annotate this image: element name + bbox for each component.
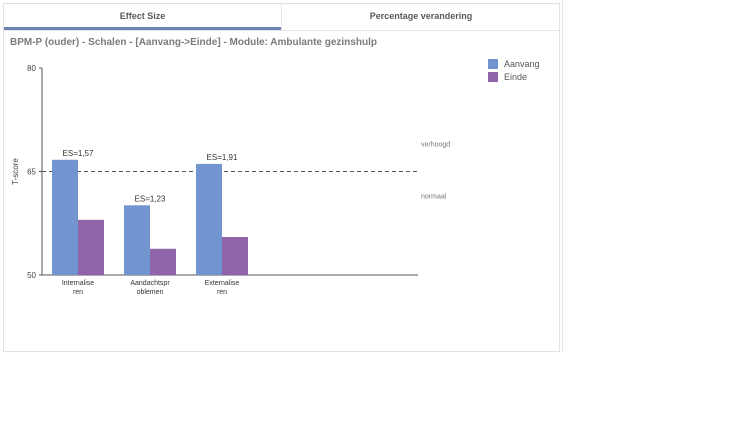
legend-swatch-einde [488,71,498,82]
x-tick-label: Externalise [205,280,240,287]
legend-label: Einde [504,71,528,82]
panel-divider [562,0,563,353]
effect-size-label: ES=1,23 [135,194,166,203]
reference-label-below: normaal [421,194,447,201]
legend-item-einde[interactable]: Einde [488,70,540,83]
bar-einde [78,219,104,275]
legend-swatch-aanvang [488,58,498,69]
bar-aanvang [196,163,222,275]
effect-size-label: ES=1,57 [63,149,94,158]
effect-size-label: ES=1,91 [207,153,238,162]
tab-effect-size[interactable]: Effect Size [4,4,281,30]
x-tick-label: ren [217,289,227,296]
y-axis-label: T-score [11,158,20,185]
x-tick-label: Aandachtspr [130,280,170,287]
chart-panel: Effect Size Percentage verandering BPM-P… [3,3,560,352]
y-tick-label: 50 [27,271,36,280]
x-tick-label: ren [73,289,83,296]
x-tick-label: Internalise [62,280,94,287]
bar-aanvang [52,159,78,275]
legend-item-aanvang[interactable]: Aanvang [488,57,540,70]
bar-aanvang [124,205,150,275]
x-tick-label: oblemen [137,289,164,296]
legend-label: Aanvang [504,58,540,69]
reference-label-above: verhoogd [421,142,450,149]
tab-bar: Effect Size Percentage verandering [4,4,559,31]
bar-einde [150,248,176,275]
y-tick-label: 80 [27,64,36,73]
y-tick-label: 65 [27,168,36,177]
chart-legend: Aanvang Einde [488,57,540,83]
bar-einde [222,237,248,275]
tab-percentage-verandering[interactable]: Percentage verandering [281,4,560,30]
chart-title: BPM-P (ouder) - Schalen - [Aanvang->Eind… [10,37,377,48]
